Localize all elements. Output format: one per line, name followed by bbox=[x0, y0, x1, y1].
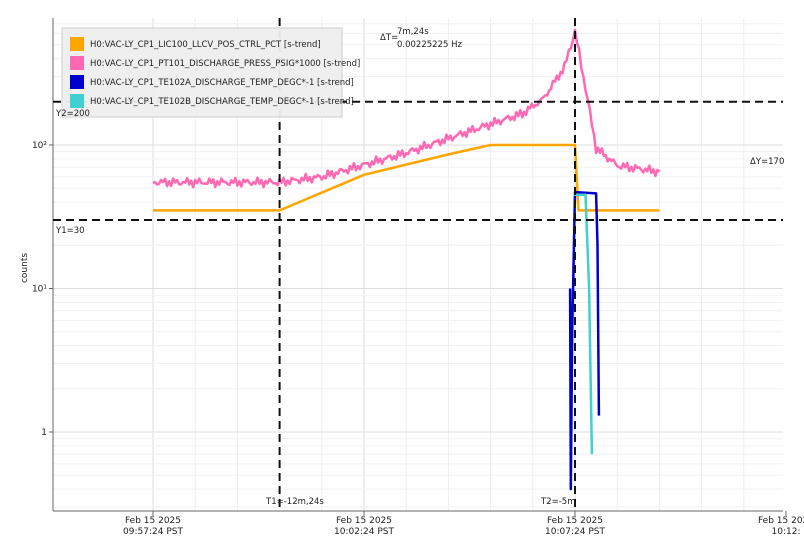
cursor-dt-value: 7m,24s bbox=[397, 27, 429, 37]
legend-label: H0:VAC-LY_CP1_PT101_DISCHARGE_PRESS_PSIG… bbox=[90, 59, 360, 69]
x-tick-label: 10:12: bbox=[772, 527, 801, 537]
y-tick-label: 10¹ bbox=[32, 285, 47, 295]
x-tick-label: Feb 15 2025 bbox=[547, 516, 603, 526]
cursor-dt-label: ΔT= bbox=[380, 33, 398, 43]
legend-swatch bbox=[70, 37, 84, 51]
cursor-y1-label: Y1=30 bbox=[55, 226, 85, 236]
legend-box bbox=[61, 27, 343, 118]
series-line bbox=[573, 193, 594, 455]
x-tick-label: 09:57:24 PST bbox=[123, 527, 183, 537]
x-tick-label: Feb 15 2025 bbox=[758, 516, 804, 526]
legend-label: H0:VAC-LY_CP1_TE102B_DISCHARGE_TEMP_DEGC… bbox=[90, 97, 354, 107]
x-tick-label: Feb 15 2025 bbox=[125, 516, 181, 526]
legend[interactable]: H0:VAC-LY_CP1_LIC100_LLCV_POS_CTRL_PCT [… bbox=[61, 27, 360, 118]
y-tick-label: 1 bbox=[41, 428, 47, 438]
legend-label: H0:VAC-LY_CP1_TE102A_DISCHARGE_TEMP_DEGC… bbox=[90, 78, 354, 88]
series-line bbox=[153, 143, 660, 212]
y-tick-label: 10² bbox=[32, 141, 47, 151]
legend-swatch bbox=[70, 94, 84, 108]
cursor-dt-freq: 0.00225225 Hz bbox=[397, 40, 462, 50]
cursor-y2-label: Y2=200 bbox=[55, 109, 90, 119]
x-tick-label: Feb 15 2025 bbox=[336, 516, 392, 526]
cursor-dy-label: ΔY=170 bbox=[750, 157, 784, 167]
legend-swatch bbox=[70, 56, 84, 70]
legend-swatch bbox=[70, 75, 84, 89]
x-tick-label: 10:07:24 PST bbox=[545, 527, 605, 537]
x-tick-label: 10:02:24 PST bbox=[334, 527, 394, 537]
cursor-t1-label: T1=-12m,24s bbox=[265, 497, 324, 507]
cursor-t2-label: T2=-5m bbox=[540, 497, 575, 507]
legend-label: H0:VAC-LY_CP1_LIC100_LLCV_POS_CTRL_PCT [… bbox=[90, 40, 321, 50]
y-axis-label: counts bbox=[20, 253, 30, 283]
